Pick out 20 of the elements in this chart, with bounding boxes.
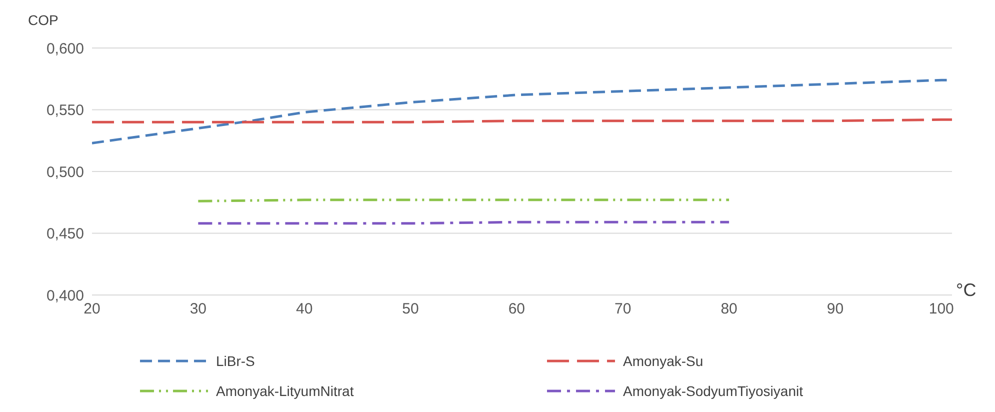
x-tick-label: 40 <box>296 300 313 318</box>
legend-label: Amonyak-LityumNitrat <box>216 383 354 399</box>
x-tick-label: 20 <box>84 300 100 318</box>
legend-label: Amonyak-Su <box>623 353 704 369</box>
x-tick-label: 100 <box>928 300 954 318</box>
y-tick-label: 0,400 <box>46 287 84 304</box>
x-axis-title: °C <box>956 280 976 301</box>
x-tick-label: 50 <box>402 300 419 318</box>
legend-label: LiBr-S <box>216 353 255 369</box>
x-tick-label: 30 <box>190 300 207 318</box>
y-tick-label: 0,550 <box>46 102 84 120</box>
y-tick-label: 0,450 <box>46 226 84 243</box>
x-tick-label: 80 <box>720 300 738 318</box>
y-tick-label: 0,500 <box>46 164 84 181</box>
y-axis-title: COP <box>28 12 58 28</box>
x-tick-label: 90 <box>826 300 844 318</box>
x-tick-label: 60 <box>508 300 526 318</box>
y-tick-label: 0,600 <box>46 40 84 58</box>
legend-label: Amonyak-SodyumTiyosiyanit <box>623 383 803 399</box>
x-tick-label: 70 <box>614 300 632 318</box>
